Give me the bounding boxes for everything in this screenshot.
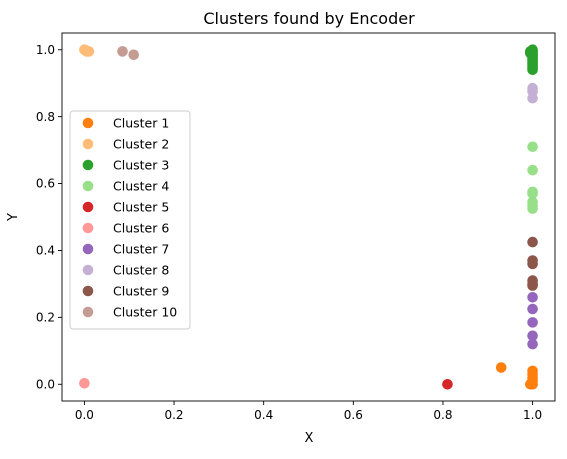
data-point — [495, 362, 507, 373]
chart-title: Clusters found by Encoder — [203, 9, 415, 28]
series-8 — [527, 82, 538, 104]
data-point — [117, 46, 128, 57]
points-layer — [79, 44, 538, 390]
x-tick-label: 0.0 — [75, 408, 94, 422]
x-tick-label: 0.2 — [164, 408, 183, 422]
legend-label: Cluster 9 — [113, 284, 169, 299]
legend-marker — [82, 222, 94, 234]
series-6 — [79, 377, 90, 389]
legend-label: Cluster 10 — [113, 305, 177, 320]
series-2 — [79, 44, 95, 57]
series-10 — [117, 46, 140, 61]
legend-label: Cluster 2 — [113, 137, 169, 152]
data-point — [527, 317, 538, 328]
data-point — [527, 258, 538, 270]
data-point — [79, 377, 90, 389]
legend-label: Cluster 7 — [113, 242, 169, 257]
series-3 — [525, 44, 538, 76]
series-1 — [495, 362, 538, 390]
legend-marker — [82, 180, 94, 192]
x-tick-label: 0.4 — [254, 408, 273, 422]
legend-marker — [82, 306, 94, 318]
series-7 — [527, 291, 538, 350]
x-tick-label: 0.6 — [344, 408, 363, 422]
y-tick-label: 0.6 — [36, 177, 55, 191]
data-point — [527, 236, 538, 248]
series-4 — [527, 141, 538, 214]
legend-label: Cluster 8 — [113, 263, 169, 278]
data-point — [527, 203, 538, 214]
y-tick-label: 0.4 — [36, 244, 55, 258]
legend-marker — [82, 285, 94, 297]
data-point — [527, 338, 538, 350]
plot-frame — [61, 32, 556, 402]
legend-label: Cluster 3 — [113, 158, 169, 173]
data-point — [442, 378, 453, 390]
legend-marker — [82, 264, 94, 276]
data-point — [527, 330, 538, 342]
legend-label: Cluster 1 — [113, 116, 169, 131]
legend-label: Cluster 6 — [113, 221, 169, 236]
data-point — [527, 92, 538, 104]
y-tick-label: 0.0 — [36, 377, 55, 391]
x-axis-label: X — [305, 431, 314, 446]
data-point — [525, 378, 536, 390]
legend-label: Cluster 5 — [113, 200, 169, 215]
y-tick-label: 1.0 — [36, 43, 55, 57]
data-point — [525, 47, 536, 59]
y-tick-label: 0.8 — [36, 110, 55, 124]
series-9 — [527, 236, 538, 291]
y-axis-label: Y — [6, 213, 21, 222]
data-point — [128, 49, 140, 61]
x-tick-label: 0.8 — [433, 408, 452, 422]
legend-marker — [82, 117, 94, 129]
data-point — [527, 164, 538, 176]
legend-marker — [82, 201, 94, 213]
legend-box — [69, 110, 191, 330]
data-point — [527, 188, 538, 199]
legend-label: Cluster 4 — [113, 179, 169, 194]
legend: Cluster 1 Cluster 2 Cluster 3 Cluster 4 Clus… — [69, 110, 191, 330]
data-point — [527, 303, 538, 315]
data-point — [527, 64, 538, 76]
data-point — [527, 280, 538, 291]
legend-marker — [82, 243, 94, 255]
data-point — [527, 141, 538, 153]
x-tick-label: 1.0 — [523, 408, 542, 422]
data-point — [527, 291, 538, 303]
y-tick-label: 0.2 — [36, 311, 55, 325]
data-point — [80, 45, 92, 56]
series-5 — [442, 378, 453, 390]
axes-layer: 0.0 0.2 0.4 0.6 0.8 1.0 0.0 0.2 0.4 0.6 0.8 1.0 — [36, 32, 556, 422]
legend-marker — [82, 159, 94, 171]
legend-marker — [82, 138, 94, 150]
